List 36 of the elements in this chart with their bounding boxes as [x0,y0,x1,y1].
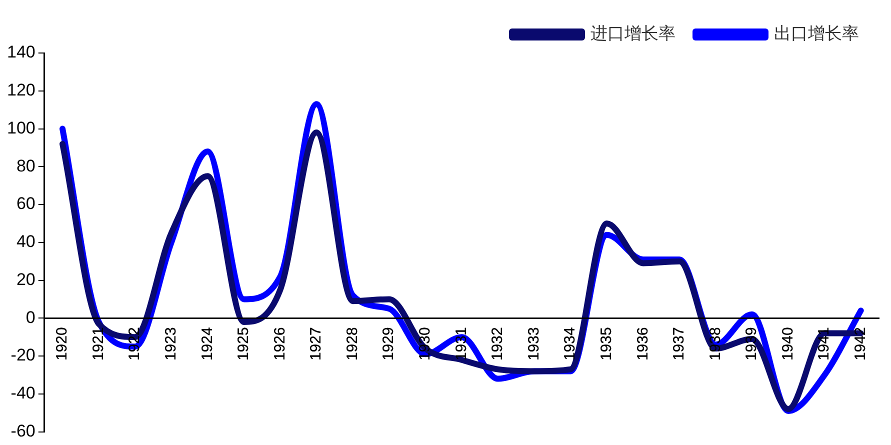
x-tick-label: 1928 [344,327,361,361]
x-tick-label: 1932 [489,327,506,361]
y-tick-label: -40 [10,384,36,403]
x-tick-label: 1936 [634,327,652,361]
x-tick-label: 1931 [452,327,470,361]
x-tick-label: 1940 [779,327,796,361]
x-tick-label: 1942 [852,327,869,361]
y-tick-label: 100 [6,118,36,138]
x-tick-label: 1939 [743,327,760,361]
x-tick-label: 1937 [670,327,688,361]
y-tick-label: 20 [16,270,36,289]
x-tick-label: 1933 [525,327,542,361]
legend-label: 进口增长率 [590,24,676,44]
y-tick-label: 0 [26,308,36,327]
legend-label: 出口增长率 [774,24,859,44]
x-tick-label: 1930 [416,327,434,361]
x-tick-label: 1925 [235,327,252,361]
x-tick-label: 1927 [308,327,325,361]
y-tick-label: 120 [6,80,36,100]
x-tick-label: 1935 [598,327,615,361]
y-tick-label: -60 [10,421,36,440]
y-tick-label: -20 [10,346,36,365]
x-tick-label: 1923 [162,327,180,361]
x-tick-label: 1926 [271,327,288,361]
x-tick-label: 1938 [706,327,724,361]
x-tick-label: 1921 [90,327,107,361]
y-tick-label: 60 [16,194,36,214]
x-tick-label: 1922 [126,327,144,361]
x-tick-label: 1941 [816,327,833,361]
y-tick-label: 140 [6,42,36,62]
y-tick-label: 40 [16,232,36,252]
x-tick-label: 1920 [54,327,71,361]
x-tick-label: 1929 [380,327,398,361]
x-tick-label: 1924 [198,327,216,361]
y-tick-label: 80 [16,156,36,176]
x-tick-label: 1934 [562,327,579,361]
